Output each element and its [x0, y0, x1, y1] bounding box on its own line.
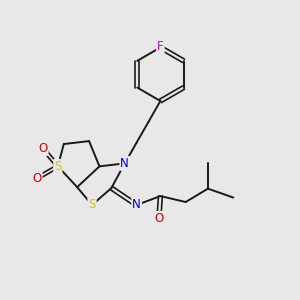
Text: N: N — [132, 199, 141, 212]
Text: F: F — [157, 40, 164, 53]
Text: S: S — [54, 160, 61, 173]
Text: O: O — [154, 212, 164, 225]
Text: O: O — [32, 172, 42, 185]
Text: S: S — [88, 199, 96, 212]
Text: O: O — [38, 142, 48, 155]
Text: N: N — [120, 157, 129, 170]
